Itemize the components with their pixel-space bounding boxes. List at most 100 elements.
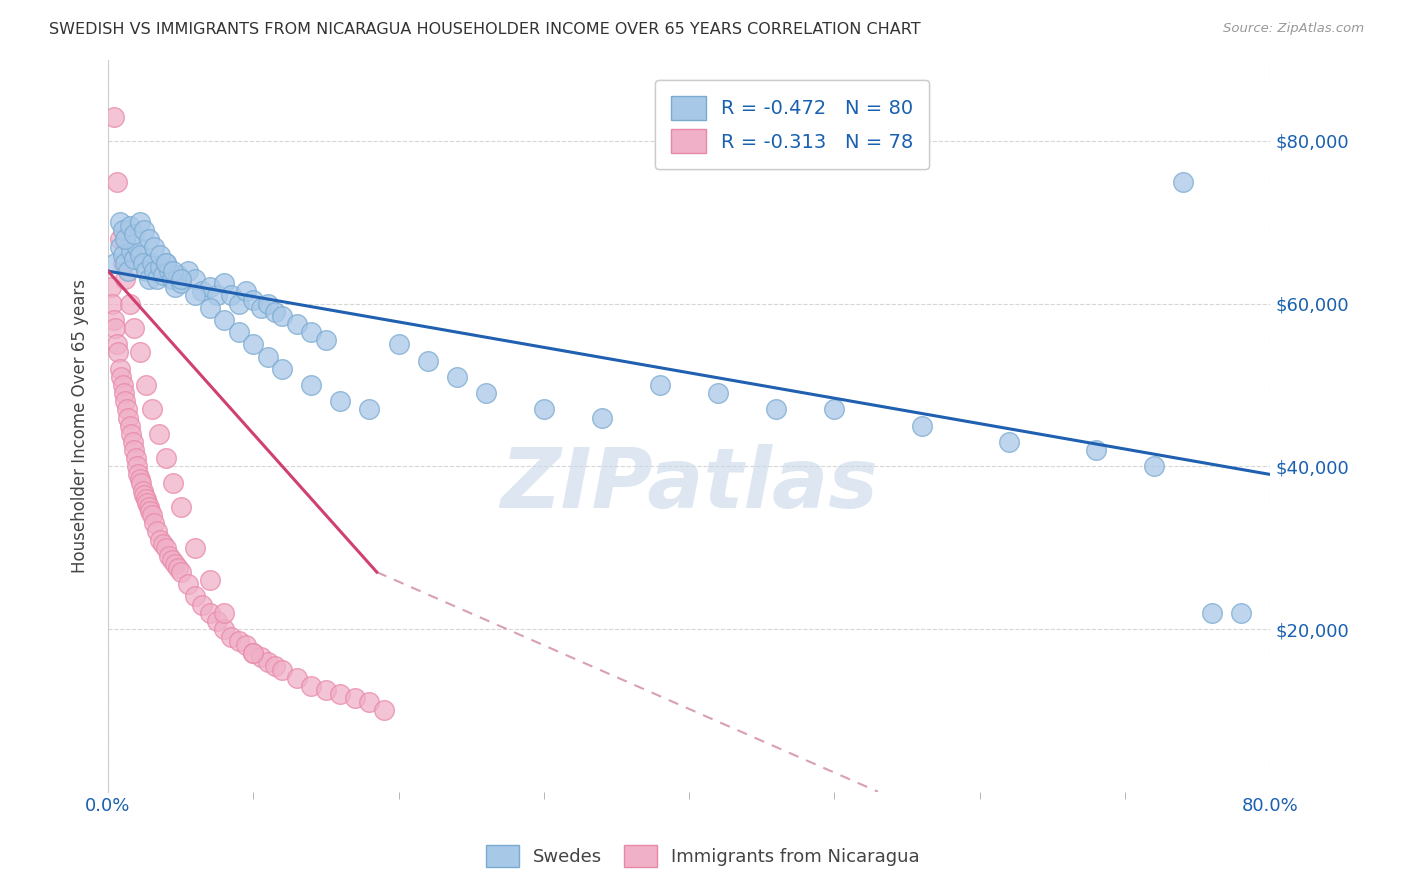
Point [157, 264, 180, 278]
Point [910, 418, 932, 433]
Point [177, 264, 200, 278]
Point [143, 516, 166, 531]
Point [111, 378, 134, 392]
Point [152, 268, 174, 282]
Point [242, 647, 264, 661]
Point [184, 590, 207, 604]
Point [132, 483, 155, 498]
Point [138, 231, 160, 245]
Point [135, 264, 157, 278]
Point [122, 252, 145, 266]
Point [228, 325, 250, 339]
Point [114, 256, 136, 270]
Text: Source: ZipAtlas.com: Source: ZipAtlas.com [1223, 22, 1364, 36]
Point [129, 215, 152, 229]
Point [129, 345, 152, 359]
Point [285, 317, 308, 331]
Text: SWEDISH VS IMMIGRANTS FROM NICARAGUA HOUSEHOLDER INCOME OVER 65 YEARS CORRELATIO: SWEDISH VS IMMIGRANTS FROM NICARAGUA HOU… [49, 22, 921, 37]
Point [329, 687, 352, 701]
Point [155, 256, 177, 270]
Point [111, 248, 134, 262]
Point [120, 244, 142, 258]
Point [100, 280, 122, 294]
Point [138, 272, 160, 286]
Point [118, 296, 141, 310]
Point [129, 471, 152, 485]
Point [111, 223, 134, 237]
Point [169, 277, 191, 291]
Point [108, 361, 131, 376]
Point [474, 386, 496, 401]
Point [155, 256, 177, 270]
Point [135, 378, 157, 392]
Point [124, 451, 146, 466]
Point [149, 533, 172, 547]
Point [143, 264, 166, 278]
Point [1171, 175, 1194, 189]
Point [112, 386, 135, 401]
Point [359, 402, 381, 417]
Point [121, 434, 143, 449]
Point [191, 285, 214, 299]
Point [162, 264, 184, 278]
Point [160, 553, 183, 567]
Point [117, 264, 139, 278]
Point [249, 650, 271, 665]
Point [135, 491, 157, 506]
Point [107, 345, 129, 359]
Point [271, 309, 294, 323]
Point [143, 240, 166, 254]
Point [198, 606, 221, 620]
Point [648, 378, 671, 392]
Point [125, 459, 148, 474]
Point [149, 260, 172, 274]
Point [242, 293, 264, 307]
Point [139, 504, 162, 518]
Point [765, 402, 787, 417]
Point [148, 426, 170, 441]
Point [823, 402, 845, 417]
Point [141, 508, 163, 522]
Point [235, 638, 257, 652]
Text: ZIPatlas: ZIPatlas [501, 443, 877, 524]
Point [256, 296, 278, 310]
Point [108, 240, 131, 254]
Point [299, 325, 322, 339]
Point [315, 333, 337, 347]
Point [198, 301, 221, 315]
Point [152, 536, 174, 550]
Point [285, 671, 308, 685]
Point [235, 285, 257, 299]
Legend: R = -0.472   N = 80, R = -0.313   N = 78: R = -0.472 N = 80, R = -0.313 N = 78 [655, 80, 929, 169]
Point [212, 622, 235, 636]
Point [533, 402, 555, 417]
Point [115, 402, 138, 417]
Point [446, 369, 468, 384]
Point [205, 614, 228, 628]
Point [256, 350, 278, 364]
Point [221, 630, 243, 644]
Point [169, 500, 191, 514]
Point [108, 215, 131, 229]
Point [242, 337, 264, 351]
Point [299, 378, 322, 392]
Point [212, 277, 235, 291]
Point [141, 402, 163, 417]
Point [122, 321, 145, 335]
Point [184, 288, 207, 302]
Point [134, 488, 156, 502]
Point [1143, 459, 1166, 474]
Point [166, 268, 188, 282]
Point [177, 577, 200, 591]
Point [205, 288, 228, 302]
Legend: Swedes, Immigrants from Nicaragua: Swedes, Immigrants from Nicaragua [479, 838, 927, 874]
Point [155, 541, 177, 555]
Point [228, 634, 250, 648]
Point [387, 337, 409, 351]
Point [110, 369, 132, 384]
Point [101, 296, 124, 310]
Point [166, 561, 188, 575]
Point [131, 475, 153, 490]
Point [111, 256, 134, 270]
Point [103, 313, 125, 327]
